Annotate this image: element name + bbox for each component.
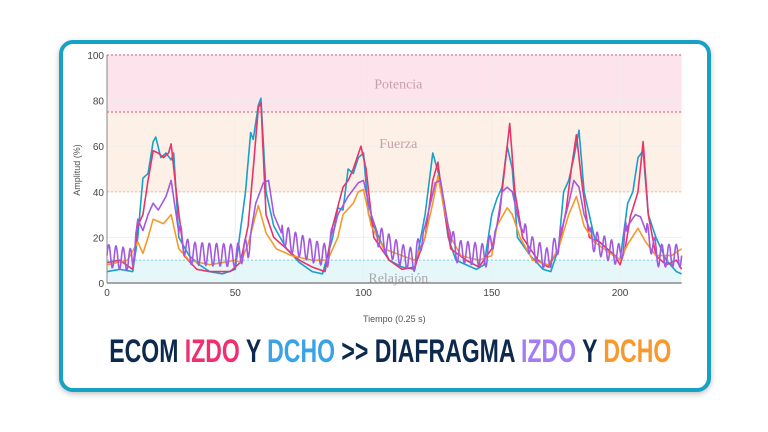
y-axis-label: Amplitud (%) xyxy=(72,144,82,196)
title-part: Y xyxy=(576,333,604,369)
title-part: DCHO xyxy=(603,333,672,369)
x-tick-label: 200 xyxy=(612,288,629,299)
y-tick-label: 80 xyxy=(93,97,105,108)
band-label: Fuerza xyxy=(379,137,418,152)
x-tick-label: 100 xyxy=(355,288,372,299)
y-tick-label: 40 xyxy=(93,188,105,199)
x-tick-label: 50 xyxy=(230,288,242,299)
emg-line-chart: Potencia Fuerza Relajación 0 20 40 60 80 100 0 50 1… xyxy=(72,51,683,324)
band-label: Relajación xyxy=(368,272,428,287)
title-part: >> DIAFRAGMA xyxy=(335,333,522,369)
title-part: IZDO xyxy=(184,333,240,369)
title-part: IZDO xyxy=(521,333,577,369)
title-part: Y xyxy=(239,333,268,369)
band-0 xyxy=(107,55,682,112)
y-tick-label: 20 xyxy=(93,233,105,244)
band-1 xyxy=(107,112,682,192)
x-tick-label: 150 xyxy=(483,288,500,299)
x-tick-label: 0 xyxy=(104,288,110,299)
series-line-3 xyxy=(106,179,683,273)
title-part: ECOM xyxy=(109,333,185,369)
caption-title: ECOM IZDO Y DCHO >> DIAFRAGMA IZDO Y DCH… xyxy=(0,333,768,370)
y-tick-label: 0 xyxy=(98,279,104,290)
title-part: DCHO xyxy=(267,333,336,369)
x-axis-label: Tiempo (0.25 s) xyxy=(363,314,426,324)
y-tick-label: 100 xyxy=(87,51,104,62)
band-2 xyxy=(107,260,682,283)
y-tick-label: 60 xyxy=(93,142,105,153)
band-label: Potencia xyxy=(374,78,423,93)
series-line-1 xyxy=(106,102,683,273)
